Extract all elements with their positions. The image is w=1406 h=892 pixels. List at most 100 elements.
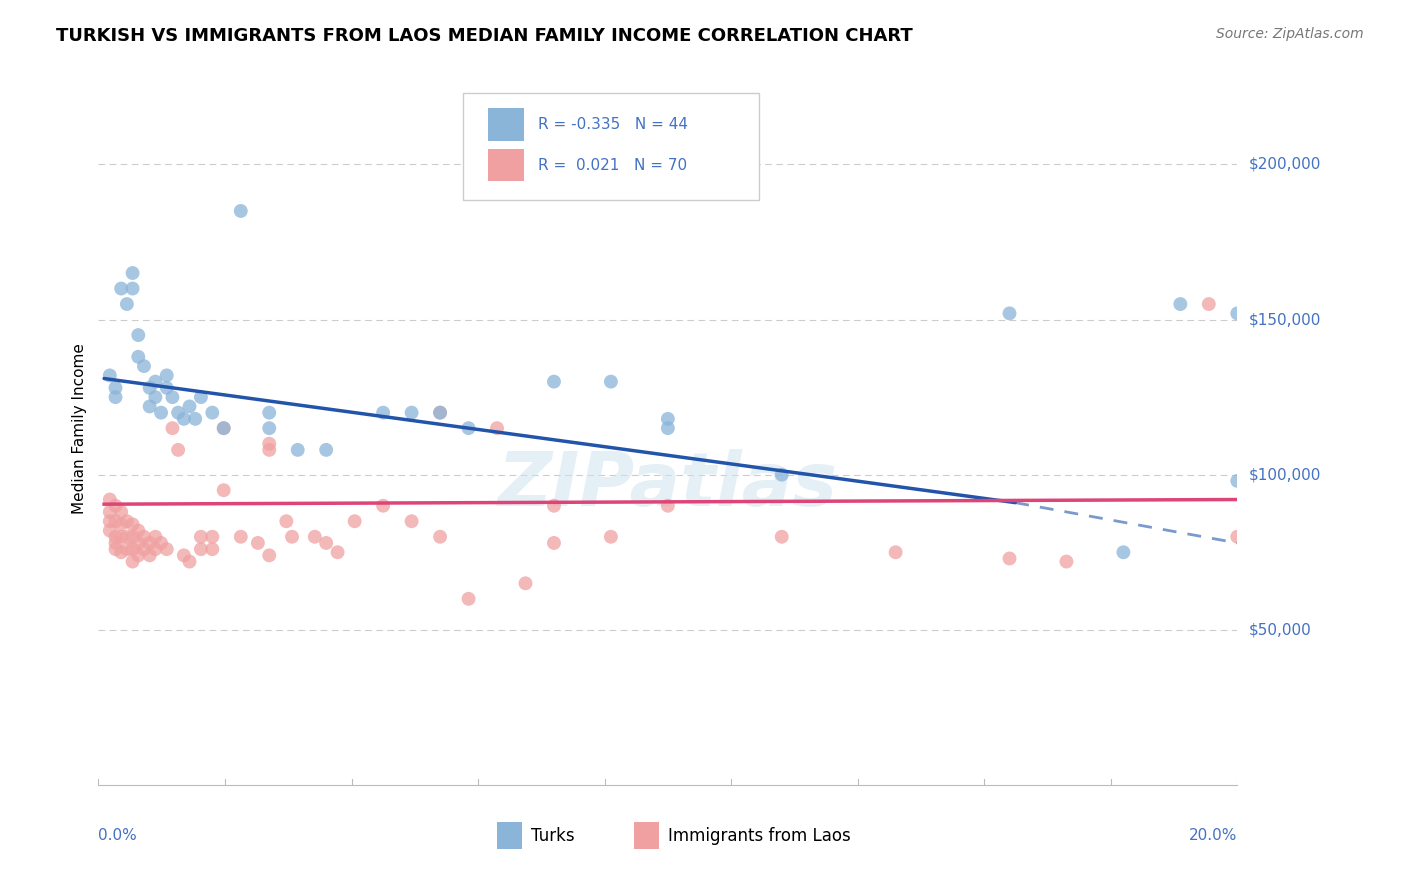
Point xyxy=(110,530,132,544)
Point xyxy=(600,375,623,389)
Bar xyxy=(634,822,659,849)
Point xyxy=(167,406,190,420)
Point xyxy=(373,406,395,420)
Point xyxy=(104,499,127,513)
Point xyxy=(98,524,121,538)
Point xyxy=(167,442,190,457)
Point xyxy=(162,421,184,435)
Point xyxy=(543,499,565,513)
Point xyxy=(115,297,138,311)
Point xyxy=(127,350,149,364)
Point xyxy=(259,436,281,450)
Point xyxy=(115,530,138,544)
Point xyxy=(162,390,184,404)
Point xyxy=(657,421,679,435)
Point xyxy=(104,530,127,544)
Point xyxy=(212,421,235,435)
Point xyxy=(212,421,235,435)
Text: TURKISH VS IMMIGRANTS FROM LAOS MEDIAN FAMILY INCOME CORRELATION CHART: TURKISH VS IMMIGRANTS FROM LAOS MEDIAN F… xyxy=(56,27,912,45)
Point xyxy=(1226,530,1249,544)
Point xyxy=(173,412,195,426)
Point xyxy=(1112,545,1135,559)
Bar xyxy=(488,149,524,181)
Point xyxy=(127,549,149,563)
Point xyxy=(770,530,793,544)
Point xyxy=(127,328,149,343)
Text: $100,000: $100,000 xyxy=(1249,467,1320,483)
Point xyxy=(110,545,132,559)
Point xyxy=(115,542,138,557)
Point xyxy=(156,381,179,395)
Point xyxy=(121,530,143,544)
Text: 20.0%: 20.0% xyxy=(1189,828,1237,843)
Point xyxy=(287,442,309,457)
Point xyxy=(326,545,349,559)
Text: $150,000: $150,000 xyxy=(1249,312,1320,327)
Point xyxy=(150,406,173,420)
Point xyxy=(429,530,451,544)
Point xyxy=(145,530,167,544)
FancyBboxPatch shape xyxy=(463,93,759,200)
Point xyxy=(543,375,565,389)
Point xyxy=(121,555,143,569)
Point xyxy=(201,406,224,420)
Point xyxy=(110,517,132,532)
Point xyxy=(998,306,1021,320)
Point xyxy=(246,536,269,550)
Point xyxy=(156,368,179,383)
Point xyxy=(190,530,212,544)
Point xyxy=(201,542,224,557)
Point xyxy=(121,542,143,557)
Point xyxy=(457,591,479,606)
Point xyxy=(457,421,479,435)
Y-axis label: Median Family Income: Median Family Income xyxy=(72,343,87,514)
Point xyxy=(315,442,337,457)
Point xyxy=(179,555,201,569)
Point xyxy=(343,514,366,528)
Point xyxy=(1056,555,1078,569)
Text: Turks: Turks xyxy=(531,827,575,845)
Bar xyxy=(498,822,522,849)
Point xyxy=(132,530,155,544)
Point xyxy=(104,536,127,550)
Point xyxy=(1226,474,1249,488)
Point xyxy=(212,483,235,498)
Point xyxy=(429,406,451,420)
Point xyxy=(657,412,679,426)
Point xyxy=(156,542,179,557)
Point xyxy=(373,499,395,513)
Point xyxy=(190,390,212,404)
Point xyxy=(98,514,121,528)
Point xyxy=(259,406,281,420)
Text: $50,000: $50,000 xyxy=(1249,623,1312,637)
Point xyxy=(104,381,127,395)
Point xyxy=(401,406,423,420)
Point xyxy=(276,514,298,528)
Point xyxy=(173,549,195,563)
Point xyxy=(145,542,167,557)
Point xyxy=(998,551,1021,566)
Point xyxy=(138,536,160,550)
Point xyxy=(138,400,160,414)
Point xyxy=(121,517,143,532)
Text: ZIPatlas: ZIPatlas xyxy=(498,449,838,522)
Text: 0.0%: 0.0% xyxy=(98,828,138,843)
Point xyxy=(132,359,155,373)
Point xyxy=(145,390,167,404)
Point xyxy=(259,442,281,457)
Point xyxy=(259,549,281,563)
Point xyxy=(429,406,451,420)
Point xyxy=(110,281,132,295)
Point xyxy=(184,412,207,426)
Point xyxy=(190,542,212,557)
Point xyxy=(884,545,907,559)
Point xyxy=(229,530,252,544)
Point xyxy=(1226,306,1249,320)
Point xyxy=(486,421,509,435)
Point xyxy=(138,381,160,395)
Point xyxy=(138,549,160,563)
Point xyxy=(104,542,127,557)
Point xyxy=(229,204,252,219)
Point xyxy=(127,536,149,550)
Text: $200,000: $200,000 xyxy=(1249,157,1320,172)
